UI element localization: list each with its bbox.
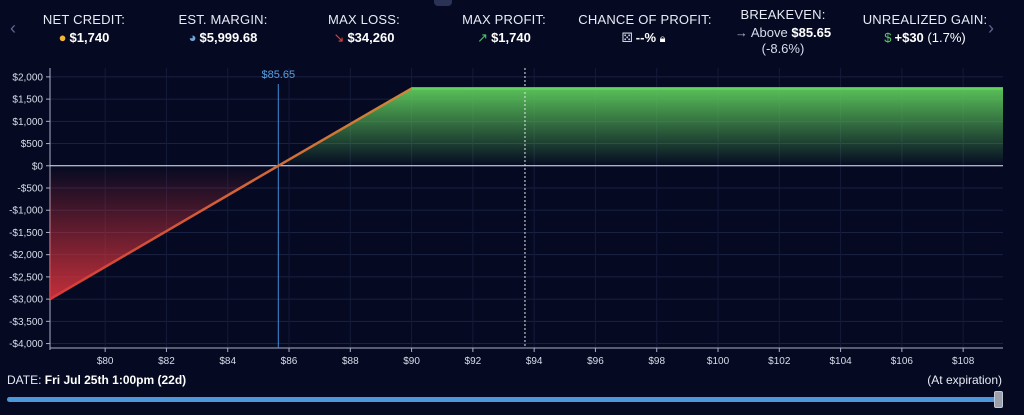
date-label: DATE: <box>7 373 42 387</box>
pie-icon: ◕ <box>188 30 197 45</box>
money-bag-icon: $ <box>884 30 892 45</box>
x-tick-label: $102 <box>768 356 791 367</box>
stat-value: --% <box>635 30 657 45</box>
next-arrow-icon[interactable]: › <box>988 18 994 38</box>
x-tick-label: $82 <box>158 356 175 367</box>
down-arrow-icon: ↘ <box>333 30 345 45</box>
stat-value-row: ⚄ --% 🔒︎ <box>578 30 711 46</box>
y-tick-label: $1,500 <box>12 95 43 106</box>
profit-area <box>278 88 1003 166</box>
stat-label: CHANCE OF PROFIT: <box>578 12 712 27</box>
expiration-label: (At expiration) <box>927 373 1002 387</box>
stat-label: BREAKEVEN: <box>740 7 826 22</box>
date-slider[interactable] <box>7 397 1000 402</box>
y-tick-label: -$1,500 <box>9 228 43 239</box>
x-tick-label: $96 <box>587 356 604 367</box>
breakeven-label: $85.65 <box>261 69 295 81</box>
stat-breakeven: BREAKEVEN: → Above $85.65 (-8.6%) <box>735 7 831 56</box>
up-arrow-icon: ↗ <box>477 30 489 45</box>
x-tick-label: $80 <box>97 356 114 367</box>
y-tick-label: -$500 <box>17 184 43 195</box>
prev-arrow-icon[interactable]: ‹ <box>10 18 16 38</box>
stat-value: $1,740 <box>491 30 531 45</box>
stats-bar: ‹ › NET CREDIT: ● $1,740 EST. MARGIN: ◕ $5… <box>0 0 1024 58</box>
stat-est-margin: EST. MARGIN: ◕ $5,999.68 <box>178 12 267 45</box>
x-tick-label: $98 <box>648 356 665 367</box>
y-tick-label: -$2,500 <box>9 272 43 283</box>
lock-icon[interactable]: 🔒︎ <box>659 33 666 45</box>
y-tick-label: -$4,000 <box>9 339 43 350</box>
breakeven-prefix: Above <box>750 25 788 40</box>
date-slider-fill <box>7 397 1000 402</box>
stat-value: $85.65 <box>791 25 832 40</box>
stat-max-profit: MAX PROFIT: ↗ $1,740 <box>462 12 546 46</box>
right-arrow-icon: → <box>734 25 748 40</box>
x-tick-label: $100 <box>707 356 730 367</box>
stat-value-row: → Above $85.65 <box>735 25 831 40</box>
stat-label: NET CREDIT: <box>42 12 126 27</box>
y-tick-label: -$3,500 <box>9 317 43 328</box>
y-tick-label: $0 <box>32 161 44 172</box>
stat-value-row: ● $1,740 <box>43 30 125 45</box>
x-tick-label: $84 <box>219 356 236 367</box>
stat-value: $34,260 <box>347 30 395 45</box>
dice-icon: ⚄ <box>621 30 633 45</box>
stat-value-row: $ +$30 (1.7%) <box>863 30 988 45</box>
stat-value: $5,999.68 <box>199 30 258 45</box>
collapse-tab[interactable] <box>434 0 452 6</box>
stat-value: +$30 <box>894 30 924 45</box>
y-tick-label: -$2,000 <box>9 250 43 261</box>
payoff-chart[interactable]: $85.65 $2,000 $1,500 $1,000 $500 $0 -$500 -$1,0… <box>0 58 1024 368</box>
y-tick-label: -$1,000 <box>9 206 43 217</box>
gain-percent: (1.7%) <box>927 30 966 45</box>
date-slider-handle[interactable] <box>994 391 1003 408</box>
x-tick-label: $94 <box>526 356 543 367</box>
stat-value-row: ↘ $34,260 <box>328 30 400 46</box>
y-tick-label: $1,000 <box>12 117 43 128</box>
breakeven-percent: (-8.6%) <box>761 41 805 56</box>
stat-max-loss: MAX LOSS: ↘ $34,260 <box>328 12 400 46</box>
x-tick-label: $108 <box>952 356 975 367</box>
x-tick-label: $92 <box>465 356 482 367</box>
stat-net-credit: NET CREDIT: ● $1,740 <box>43 12 125 45</box>
stat-label: EST. MARGIN: <box>178 12 268 27</box>
stat-label: MAX LOSS: <box>328 12 400 27</box>
x-tick-label: $106 <box>891 356 914 367</box>
y-tick-label: -$3,000 <box>9 295 43 306</box>
date-value: Fri Jul 25th 1:00pm (22d) <box>44 373 187 387</box>
y-tick-label: $500 <box>21 139 44 150</box>
x-tick-label: $88 <box>342 356 359 367</box>
stat-value-row: ◕ $5,999.68 <box>178 30 267 45</box>
stat-chance-of-profit[interactable]: CHANCE OF PROFIT: ⚄ --% 🔒︎ <box>578 12 711 46</box>
date-readout: DATE: Fri Jul 25th 1:00pm (22d) <box>7 373 186 387</box>
x-tick-label: $90 <box>403 356 420 367</box>
y-tick-label: $2,000 <box>12 72 43 83</box>
stat-value-row: ↗ $1,740 <box>462 30 546 46</box>
stat-sub-row: (-8.6%) <box>735 41 831 56</box>
stat-label: MAX PROFIT: <box>462 12 546 27</box>
x-tick-label: $104 <box>829 356 852 367</box>
stat-label: UNREALIZED GAIN: <box>862 12 988 27</box>
stat-value: $1,740 <box>69 30 110 45</box>
stat-unrealized-gain: UNREALIZED GAIN: $ +$30 (1.7%) <box>863 12 988 45</box>
x-tick-label: $86 <box>281 356 298 367</box>
coins-icon: ● <box>58 30 67 45</box>
